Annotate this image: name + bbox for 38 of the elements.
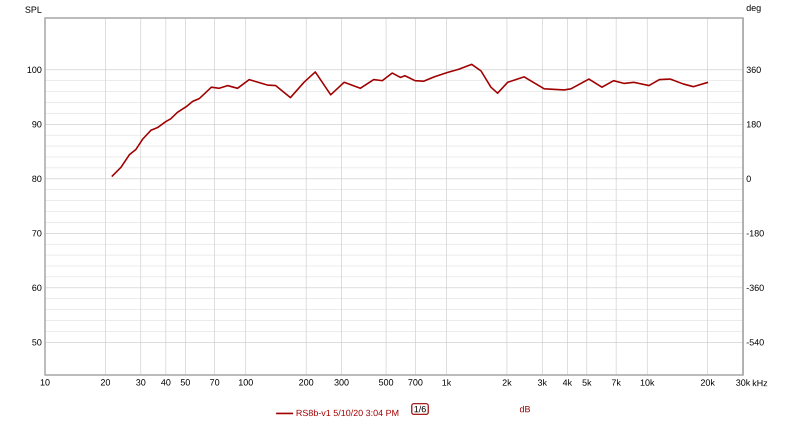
x-tick-label: 5k	[582, 379, 592, 386]
y2-tick-label: 360	[746, 66, 761, 73]
y2-tick-label: -180	[746, 230, 764, 236]
y-tick-label: 70	[32, 230, 42, 236]
text: 1/6	[414, 406, 426, 412]
x-tick-label: 3k	[538, 379, 548, 386]
x-tick-label: 10	[40, 379, 50, 386]
x-axis-title: kHz	[752, 380, 768, 386]
y-tick-label: 60	[32, 284, 42, 291]
y2-tick-label: 180	[746, 121, 761, 128]
x-tick-label: 1k	[442, 379, 452, 386]
x-tick-label: 100	[238, 379, 253, 386]
x-tick-label: 50	[180, 379, 190, 386]
y-tick-label: 80	[32, 176, 42, 182]
x-tick-label: 10k	[640, 379, 654, 386]
x-tick-label: 500	[378, 379, 394, 386]
x-tick-label: 700	[408, 379, 423, 386]
y-axis-title: SPL	[25, 6, 42, 13]
x-tick-label: 30k	[736, 379, 750, 386]
x-tick-label: 20	[100, 379, 110, 386]
x-tick-label: 70	[210, 379, 220, 386]
y2-tick-label: 0	[746, 176, 751, 182]
x-tick-label: 7k	[612, 379, 621, 386]
x-tick-label: 40	[161, 379, 171, 386]
y-tick-label: 50	[32, 339, 42, 346]
y2-tick-label: -360	[746, 284, 764, 291]
x-tick-label: 4k	[562, 379, 572, 386]
x-tick-label: 2k	[502, 379, 512, 386]
y2-tick-label: -540	[746, 339, 764, 346]
x-tick-label: 300	[334, 379, 349, 386]
x-tick-label: 30	[136, 379, 146, 386]
x-tick-label: 20k	[700, 379, 715, 386]
legend-label: RS8b-v1 5/10/20 3:04 PM	[296, 410, 398, 416]
x-tick-label: 200	[299, 379, 314, 386]
text: dB	[520, 406, 530, 412]
y-tick-label: 90	[32, 121, 42, 128]
y2-axis-title: deg	[746, 4, 761, 13]
y-tick-label: 100	[28, 66, 42, 73]
